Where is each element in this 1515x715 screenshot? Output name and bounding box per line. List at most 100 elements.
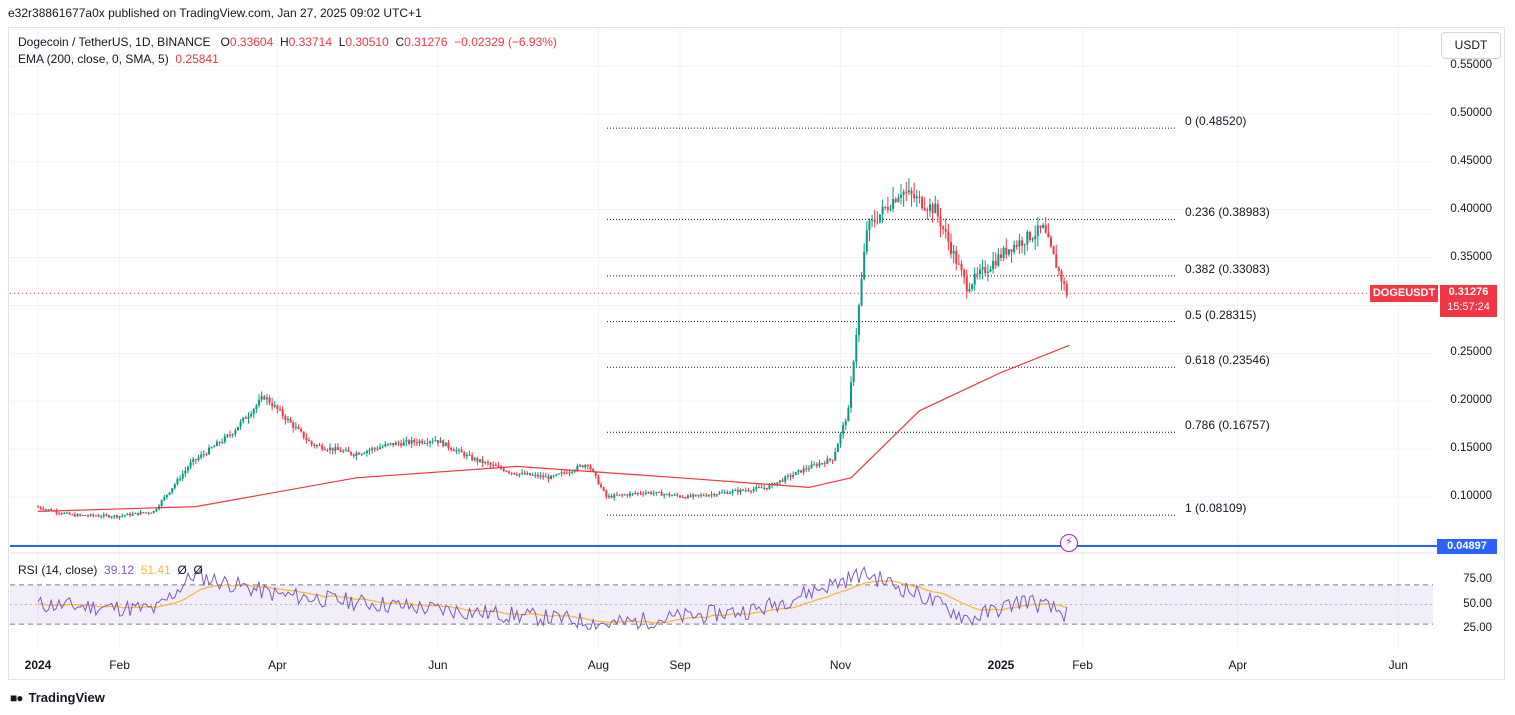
candle-body: [794, 471, 797, 475]
ema-line[interactable]: [37, 344, 1070, 512]
ema-legend[interactable]: EMA (200, close, 0, SMA, 5) 0.25841: [18, 52, 219, 66]
candle-body: [1055, 254, 1058, 268]
symbol-legend[interactable]: Dogecoin / TetherUS, 1D, BINANCE O0.3360…: [18, 35, 557, 49]
candle-body: [529, 473, 532, 476]
candle-body: [481, 459, 484, 464]
candle-body: [836, 443, 839, 452]
candle-body: [544, 476, 547, 478]
currency-button[interactable]: USDT: [1441, 32, 1501, 59]
candle-body: [873, 219, 876, 222]
candle-body: [839, 433, 842, 444]
candle-body: [963, 270, 966, 278]
candle-body: [76, 514, 79, 517]
price-axis-label: 0.50000: [1450, 106, 1492, 119]
candle-body: [897, 197, 900, 202]
candle-body: [271, 403, 274, 407]
tradingview-logo[interactable]: ■● TradingView: [10, 690, 105, 705]
last-price-tag: 0.31276 15:57:24: [1440, 285, 1497, 317]
candle-body: [44, 509, 47, 511]
candle-body: [636, 492, 639, 494]
rsi-legend[interactable]: RSI (14, close) 39.12 51.41 Ø Ø: [18, 563, 203, 577]
candle-body: [910, 190, 913, 195]
candle-body: [89, 514, 92, 516]
candle-body: [842, 424, 845, 434]
chart-frame: [8, 27, 1505, 680]
candle-body: [463, 452, 466, 457]
candle-body: [1042, 224, 1045, 228]
candle-body: [671, 495, 674, 497]
candle-body: [94, 515, 97, 517]
candle-body: [550, 475, 553, 480]
open-value: 0.33604: [229, 35, 274, 49]
candle-body: [792, 474, 795, 477]
fib-level-label: 0.382 (0.33083): [1185, 261, 1270, 276]
candle-body: [473, 458, 476, 461]
candle-body: [518, 473, 521, 476]
candle-body: [750, 490, 753, 492]
candle-body: [331, 447, 334, 451]
candle-body: [115, 515, 118, 518]
candle-body: [1018, 240, 1021, 247]
candle-body: [476, 458, 479, 462]
candle-body: [863, 251, 866, 280]
candle-body: [60, 513, 63, 515]
candle-body: [955, 250, 958, 264]
candle-body: [213, 446, 216, 448]
candle-body: [136, 512, 139, 515]
candle-body: [579, 465, 582, 467]
candle-body: [439, 440, 442, 443]
candle-body: [647, 492, 650, 494]
candle-body: [394, 442, 397, 446]
alert-icon[interactable]: ⚡: [1060, 534, 1078, 552]
candle-body: [505, 470, 508, 472]
candle-body: [610, 495, 613, 498]
candle-body: [797, 470, 800, 472]
candle-body: [673, 494, 676, 496]
candle-body: [502, 468, 505, 471]
candle-body: [921, 197, 924, 209]
candle-body: [402, 441, 405, 446]
hline-price-tag: 0.04897: [1437, 539, 1497, 554]
candle-body: [944, 229, 947, 232]
candle-body: [71, 514, 74, 516]
candle-body: [828, 458, 831, 460]
candle-body: [560, 472, 563, 474]
candle-body: [73, 514, 76, 517]
fib-level-label: 0.5 (0.28315): [1185, 307, 1257, 322]
candle-body: [868, 220, 871, 231]
candle-body: [913, 194, 916, 199]
candle-body: [884, 206, 887, 208]
candle-body: [444, 442, 447, 447]
candle-body: [192, 459, 195, 463]
candle-body: [100, 516, 103, 518]
candle-body: [315, 445, 318, 447]
candle-body: [692, 494, 695, 497]
candle-body: [58, 512, 61, 514]
price-axis-label: 0.55000: [1450, 59, 1492, 71]
candle-body: [721, 492, 724, 494]
candle-body: [368, 449, 371, 451]
candle-body: [576, 465, 579, 471]
candle-body: [97, 515, 100, 517]
candle-body: [42, 508, 45, 510]
candle-body: [734, 489, 737, 491]
candle-body: [479, 459, 482, 462]
candle-body: [160, 500, 163, 507]
candle-body: [665, 493, 668, 495]
candle-body: [171, 488, 174, 493]
candle-body: [510, 472, 513, 474]
candle-body: [965, 277, 968, 292]
candle-body: [1060, 270, 1063, 282]
candle-body: [1036, 225, 1039, 237]
candle-body: [302, 431, 305, 438]
change-value: −0.02329 (−6.93%): [454, 35, 557, 49]
candle-body: [589, 465, 592, 469]
candle-body: [523, 472, 526, 475]
rsi-line[interactable]: [37, 566, 1068, 631]
candle-body: [497, 465, 500, 467]
candle-body: [694, 494, 697, 496]
candle-body: [47, 509, 50, 511]
price-axis-label: 0.35000: [1450, 250, 1492, 263]
candle-body: [347, 449, 350, 452]
